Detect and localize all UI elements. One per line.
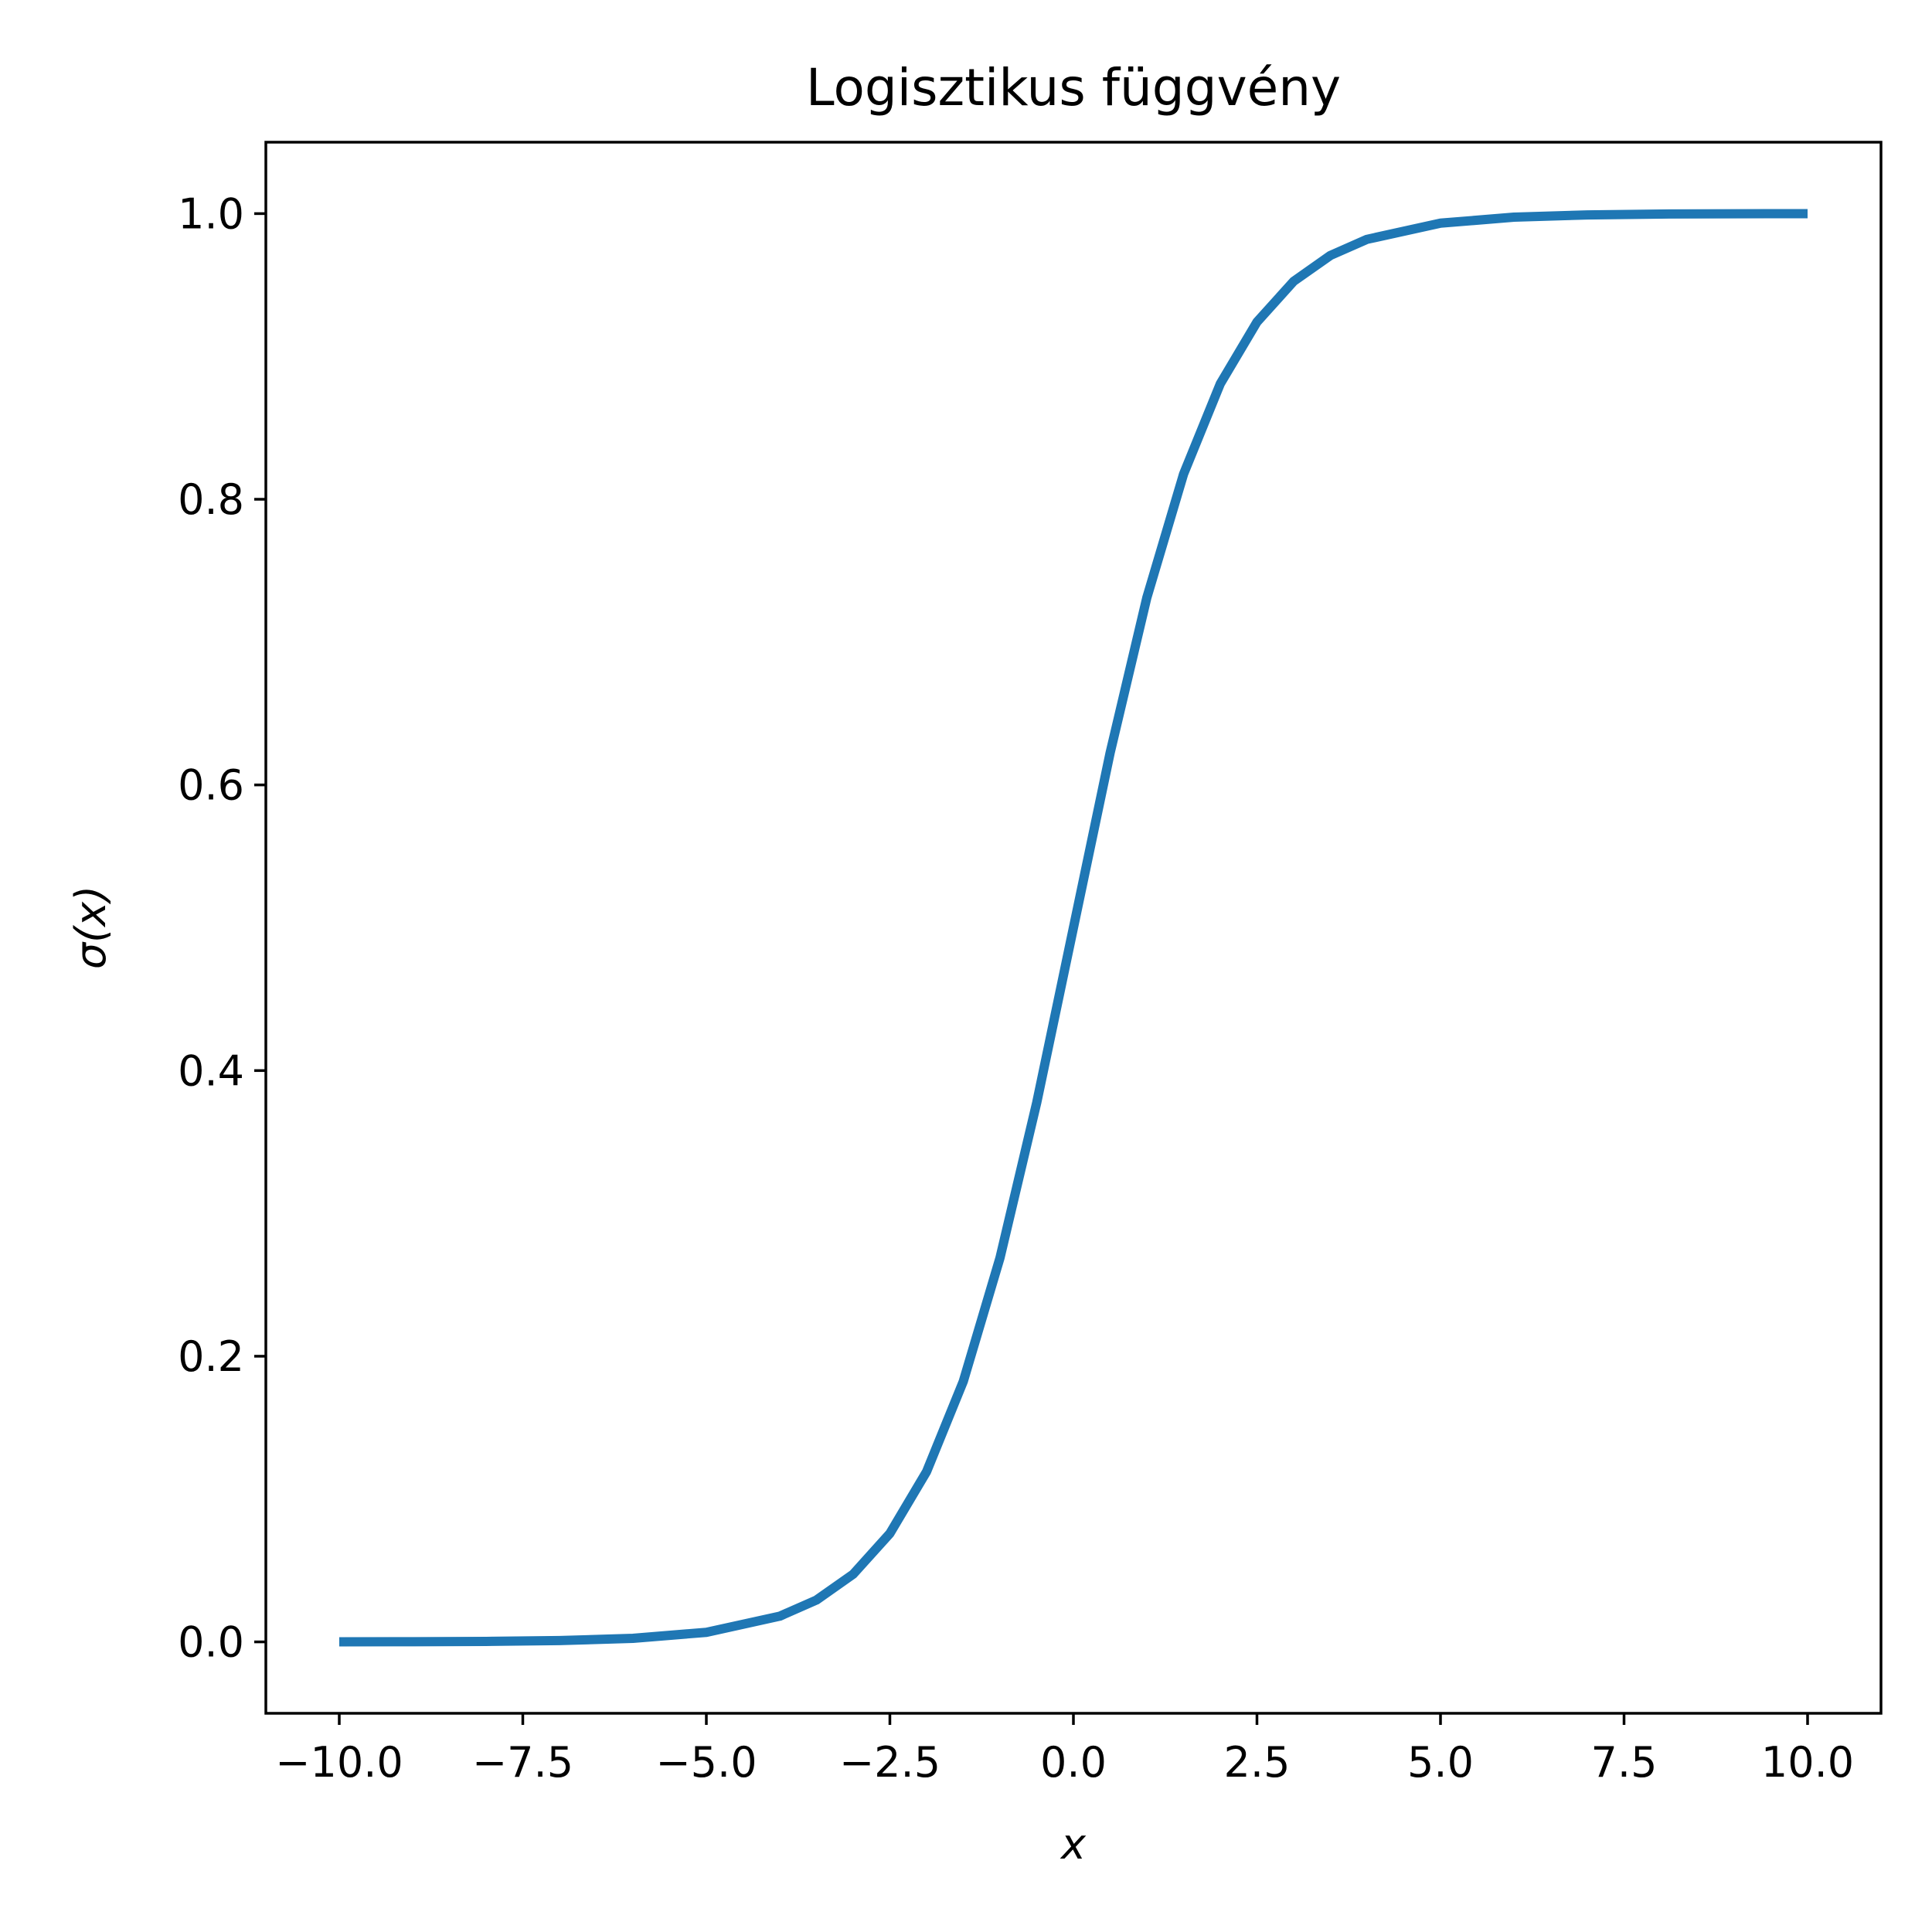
x-tick-label: 7.5 [1591,1738,1658,1787]
y-tick-label: 0.8 [178,475,244,524]
x-tick-label: −2.5 [839,1738,940,1787]
chart-title: Logisztikus függvény [806,58,1341,117]
y-tick-label: 0.2 [178,1332,244,1381]
x-tick-label: 2.5 [1224,1738,1291,1787]
y-tick-label: 0.6 [178,761,244,810]
x-axis-label: x [1060,1820,1087,1869]
x-tick-label: 5.0 [1407,1738,1474,1787]
series-line-0 [338,209,1808,1647]
plot-area [338,209,1808,1647]
x-tick-label: −10.0 [275,1738,403,1787]
y-tick-label: 0.0 [178,1618,244,1667]
x-axis: −10.0 −7.5 −5.0 −2.5 0.0 2.5 5.0 7.5 10.0 [275,1713,1854,1787]
y-axis: 0.0 0.2 0.4 0.6 0.8 1.0 [178,189,266,1667]
x-tick-label: 10.0 [1761,1738,1854,1787]
x-tick-label: 0.0 [1040,1738,1107,1787]
y-axis-label: σ(x) [66,886,115,969]
y-tick-label: 0.4 [178,1046,244,1095]
y-tick-label: 1.0 [178,189,244,238]
x-tick-label: −7.5 [472,1738,573,1787]
x-tick-label: −5.0 [655,1738,757,1787]
